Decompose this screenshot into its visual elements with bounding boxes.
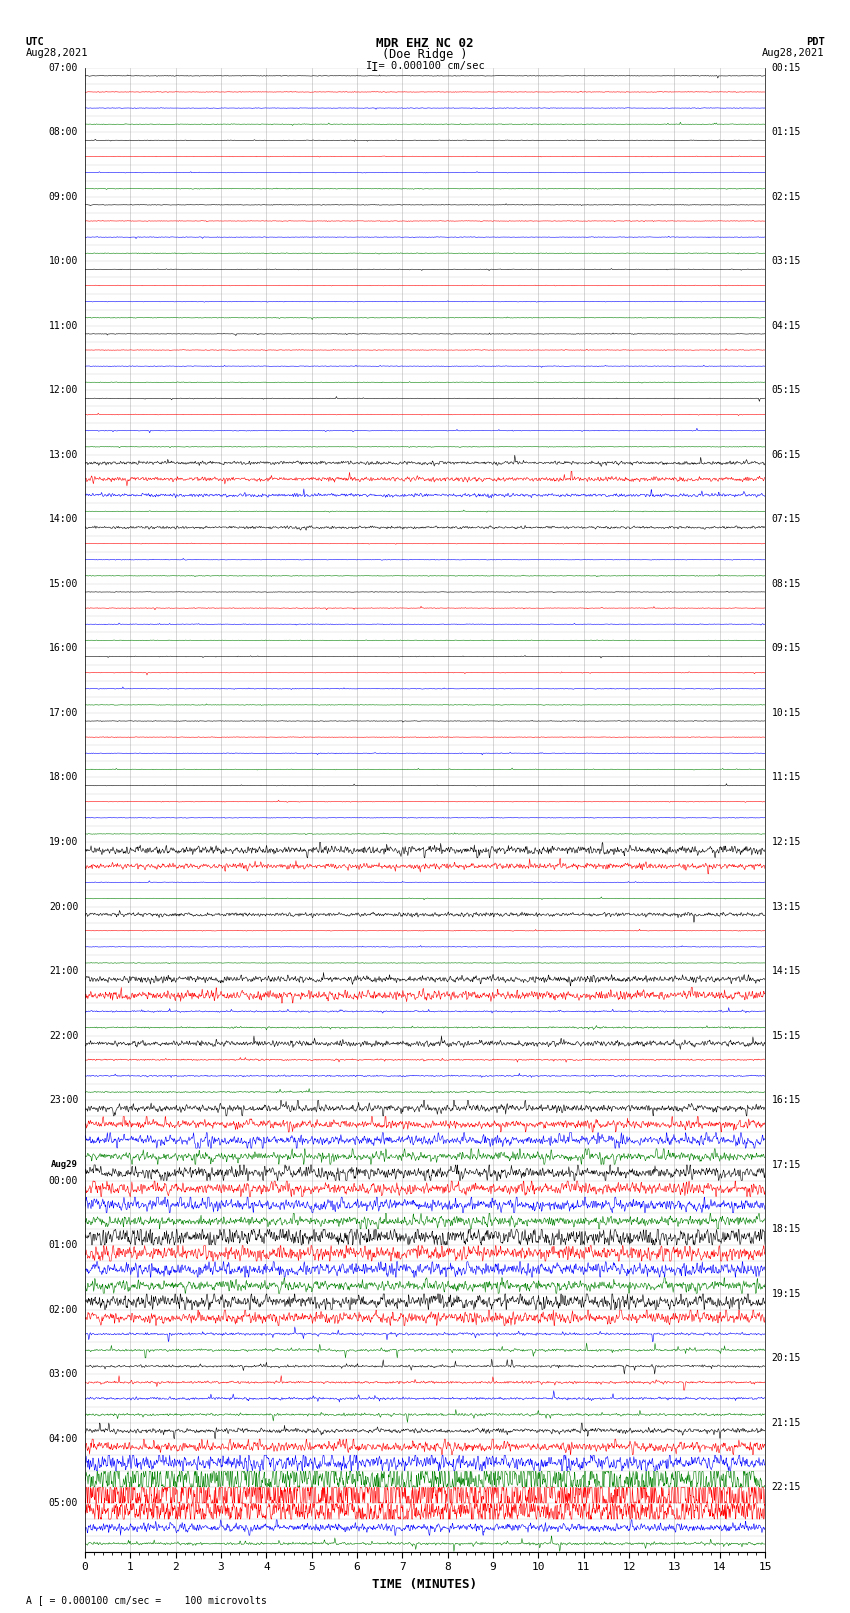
Text: 14:15: 14:15 xyxy=(772,966,802,976)
Text: 04:00: 04:00 xyxy=(48,1434,78,1444)
Text: (Doe Ridge ): (Doe Ridge ) xyxy=(382,48,468,61)
Text: 22:00: 22:00 xyxy=(48,1031,78,1040)
Text: 02:00: 02:00 xyxy=(48,1305,78,1315)
Text: Aug28,2021: Aug28,2021 xyxy=(762,48,824,58)
Text: MDR EHZ NC 02: MDR EHZ NC 02 xyxy=(377,37,473,50)
Text: 17:15: 17:15 xyxy=(772,1160,802,1169)
Text: 15:00: 15:00 xyxy=(48,579,78,589)
Text: 13:00: 13:00 xyxy=(48,450,78,460)
Text: 16:15: 16:15 xyxy=(772,1095,802,1105)
Text: 07:15: 07:15 xyxy=(772,515,802,524)
Text: 04:15: 04:15 xyxy=(772,321,802,331)
Text: Aug29: Aug29 xyxy=(51,1160,78,1169)
Text: 16:00: 16:00 xyxy=(48,644,78,653)
Text: 05:00: 05:00 xyxy=(48,1498,78,1508)
Text: 18:15: 18:15 xyxy=(772,1224,802,1234)
Text: 05:15: 05:15 xyxy=(772,386,802,395)
Text: 01:00: 01:00 xyxy=(48,1240,78,1250)
Text: 03:15: 03:15 xyxy=(772,256,802,266)
Text: 07:00: 07:00 xyxy=(48,63,78,73)
Text: 17:00: 17:00 xyxy=(48,708,78,718)
Text: PDT: PDT xyxy=(806,37,824,47)
Text: 15:15: 15:15 xyxy=(772,1031,802,1040)
Text: A [ = 0.000100 cm/sec =    100 microvolts: A [ = 0.000100 cm/sec = 100 microvolts xyxy=(26,1595,266,1605)
Text: 21:00: 21:00 xyxy=(48,966,78,976)
Text: 20:15: 20:15 xyxy=(772,1353,802,1363)
Text: 12:15: 12:15 xyxy=(772,837,802,847)
Text: I: I xyxy=(371,61,377,74)
Text: 02:15: 02:15 xyxy=(772,192,802,202)
Text: 00:15: 00:15 xyxy=(772,63,802,73)
Text: 13:15: 13:15 xyxy=(772,902,802,911)
Text: 09:00: 09:00 xyxy=(48,192,78,202)
Text: 19:00: 19:00 xyxy=(48,837,78,847)
Text: 09:15: 09:15 xyxy=(772,644,802,653)
Text: 10:15: 10:15 xyxy=(772,708,802,718)
Text: 11:15: 11:15 xyxy=(772,773,802,782)
Text: Aug28,2021: Aug28,2021 xyxy=(26,48,88,58)
Text: 08:15: 08:15 xyxy=(772,579,802,589)
Text: 01:15: 01:15 xyxy=(772,127,802,137)
Text: 18:00: 18:00 xyxy=(48,773,78,782)
Text: 03:00: 03:00 xyxy=(48,1369,78,1379)
Text: 23:00: 23:00 xyxy=(48,1095,78,1105)
Text: 11:00: 11:00 xyxy=(48,321,78,331)
Text: 20:00: 20:00 xyxy=(48,902,78,911)
Text: 22:15: 22:15 xyxy=(772,1482,802,1492)
Text: 19:15: 19:15 xyxy=(772,1289,802,1298)
Text: I = 0.000100 cm/sec: I = 0.000100 cm/sec xyxy=(366,61,484,71)
Text: 00:00: 00:00 xyxy=(48,1176,78,1186)
X-axis label: TIME (MINUTES): TIME (MINUTES) xyxy=(372,1578,478,1590)
Text: 10:00: 10:00 xyxy=(48,256,78,266)
Text: 06:15: 06:15 xyxy=(772,450,802,460)
Text: 14:00: 14:00 xyxy=(48,515,78,524)
Text: 21:15: 21:15 xyxy=(772,1418,802,1428)
Text: UTC: UTC xyxy=(26,37,44,47)
Text: 12:00: 12:00 xyxy=(48,386,78,395)
Text: 08:00: 08:00 xyxy=(48,127,78,137)
